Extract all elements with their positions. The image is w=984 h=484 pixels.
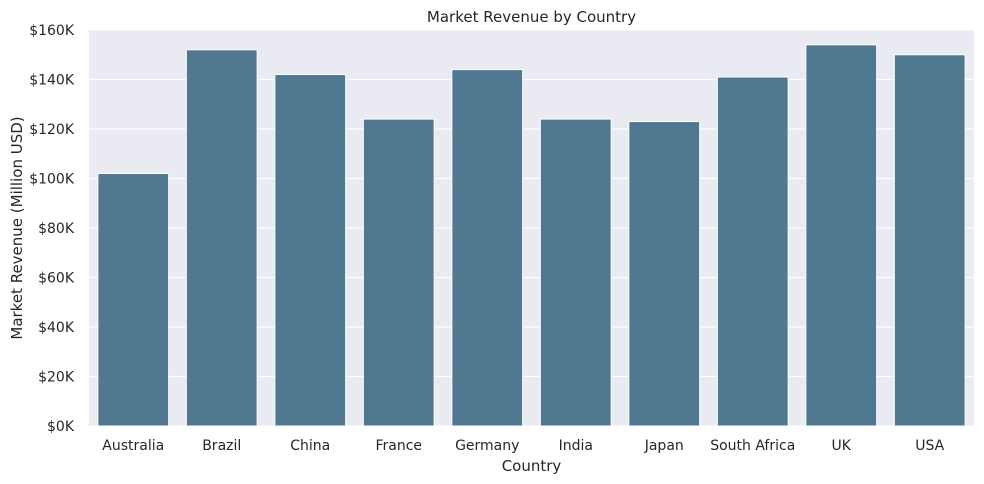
y-tick-label: $100K [29, 172, 75, 188]
chart-title: Market Revenue by Country [427, 8, 636, 26]
y-axis-ticks: $0K $20K $40K $60K $80K $100K $120K $140K $160K [29, 23, 75, 435]
y-tick-label: $60K [38, 271, 75, 287]
bar-india [539, 118, 612, 427]
y-axis-label: Market Revenue (Million USD) [8, 116, 26, 339]
x-tick-label: Australia [102, 438, 164, 454]
bar-china [274, 74, 347, 427]
x-tick-label: USA [915, 438, 944, 454]
y-tick-label: $140K [29, 73, 75, 89]
y-tick-label: $20K [38, 370, 75, 386]
x-tick-label: South Africa [710, 438, 795, 454]
bars [97, 44, 966, 427]
x-tick-label: UK [832, 438, 852, 454]
x-tick-label: Germany [455, 438, 519, 454]
y-tick-label: $80K [38, 221, 75, 237]
x-axis-ticks: Australia Brazil China France Germany India Ja… [102, 438, 944, 454]
y-tick-label: $160K [29, 23, 75, 39]
y-tick-label: $0K [47, 419, 75, 435]
bar-south-africa [716, 76, 789, 427]
bar-australia [97, 173, 170, 427]
bar-japan [628, 121, 701, 427]
y-tick-label: $120K [29, 122, 75, 138]
x-tick-label: India [559, 438, 593, 454]
x-tick-label: France [375, 438, 422, 454]
x-tick-label: China [290, 438, 330, 454]
bar-usa [893, 54, 966, 427]
bar-germany [451, 69, 524, 427]
bar-france [362, 118, 435, 427]
y-tick-label: $40K [38, 320, 75, 336]
bar-uk [805, 44, 878, 427]
bar-brazil [185, 49, 258, 427]
x-tick-label: Brazil [202, 438, 241, 454]
x-axis-label: Country [502, 457, 562, 475]
x-tick-label: Japan [644, 438, 684, 454]
